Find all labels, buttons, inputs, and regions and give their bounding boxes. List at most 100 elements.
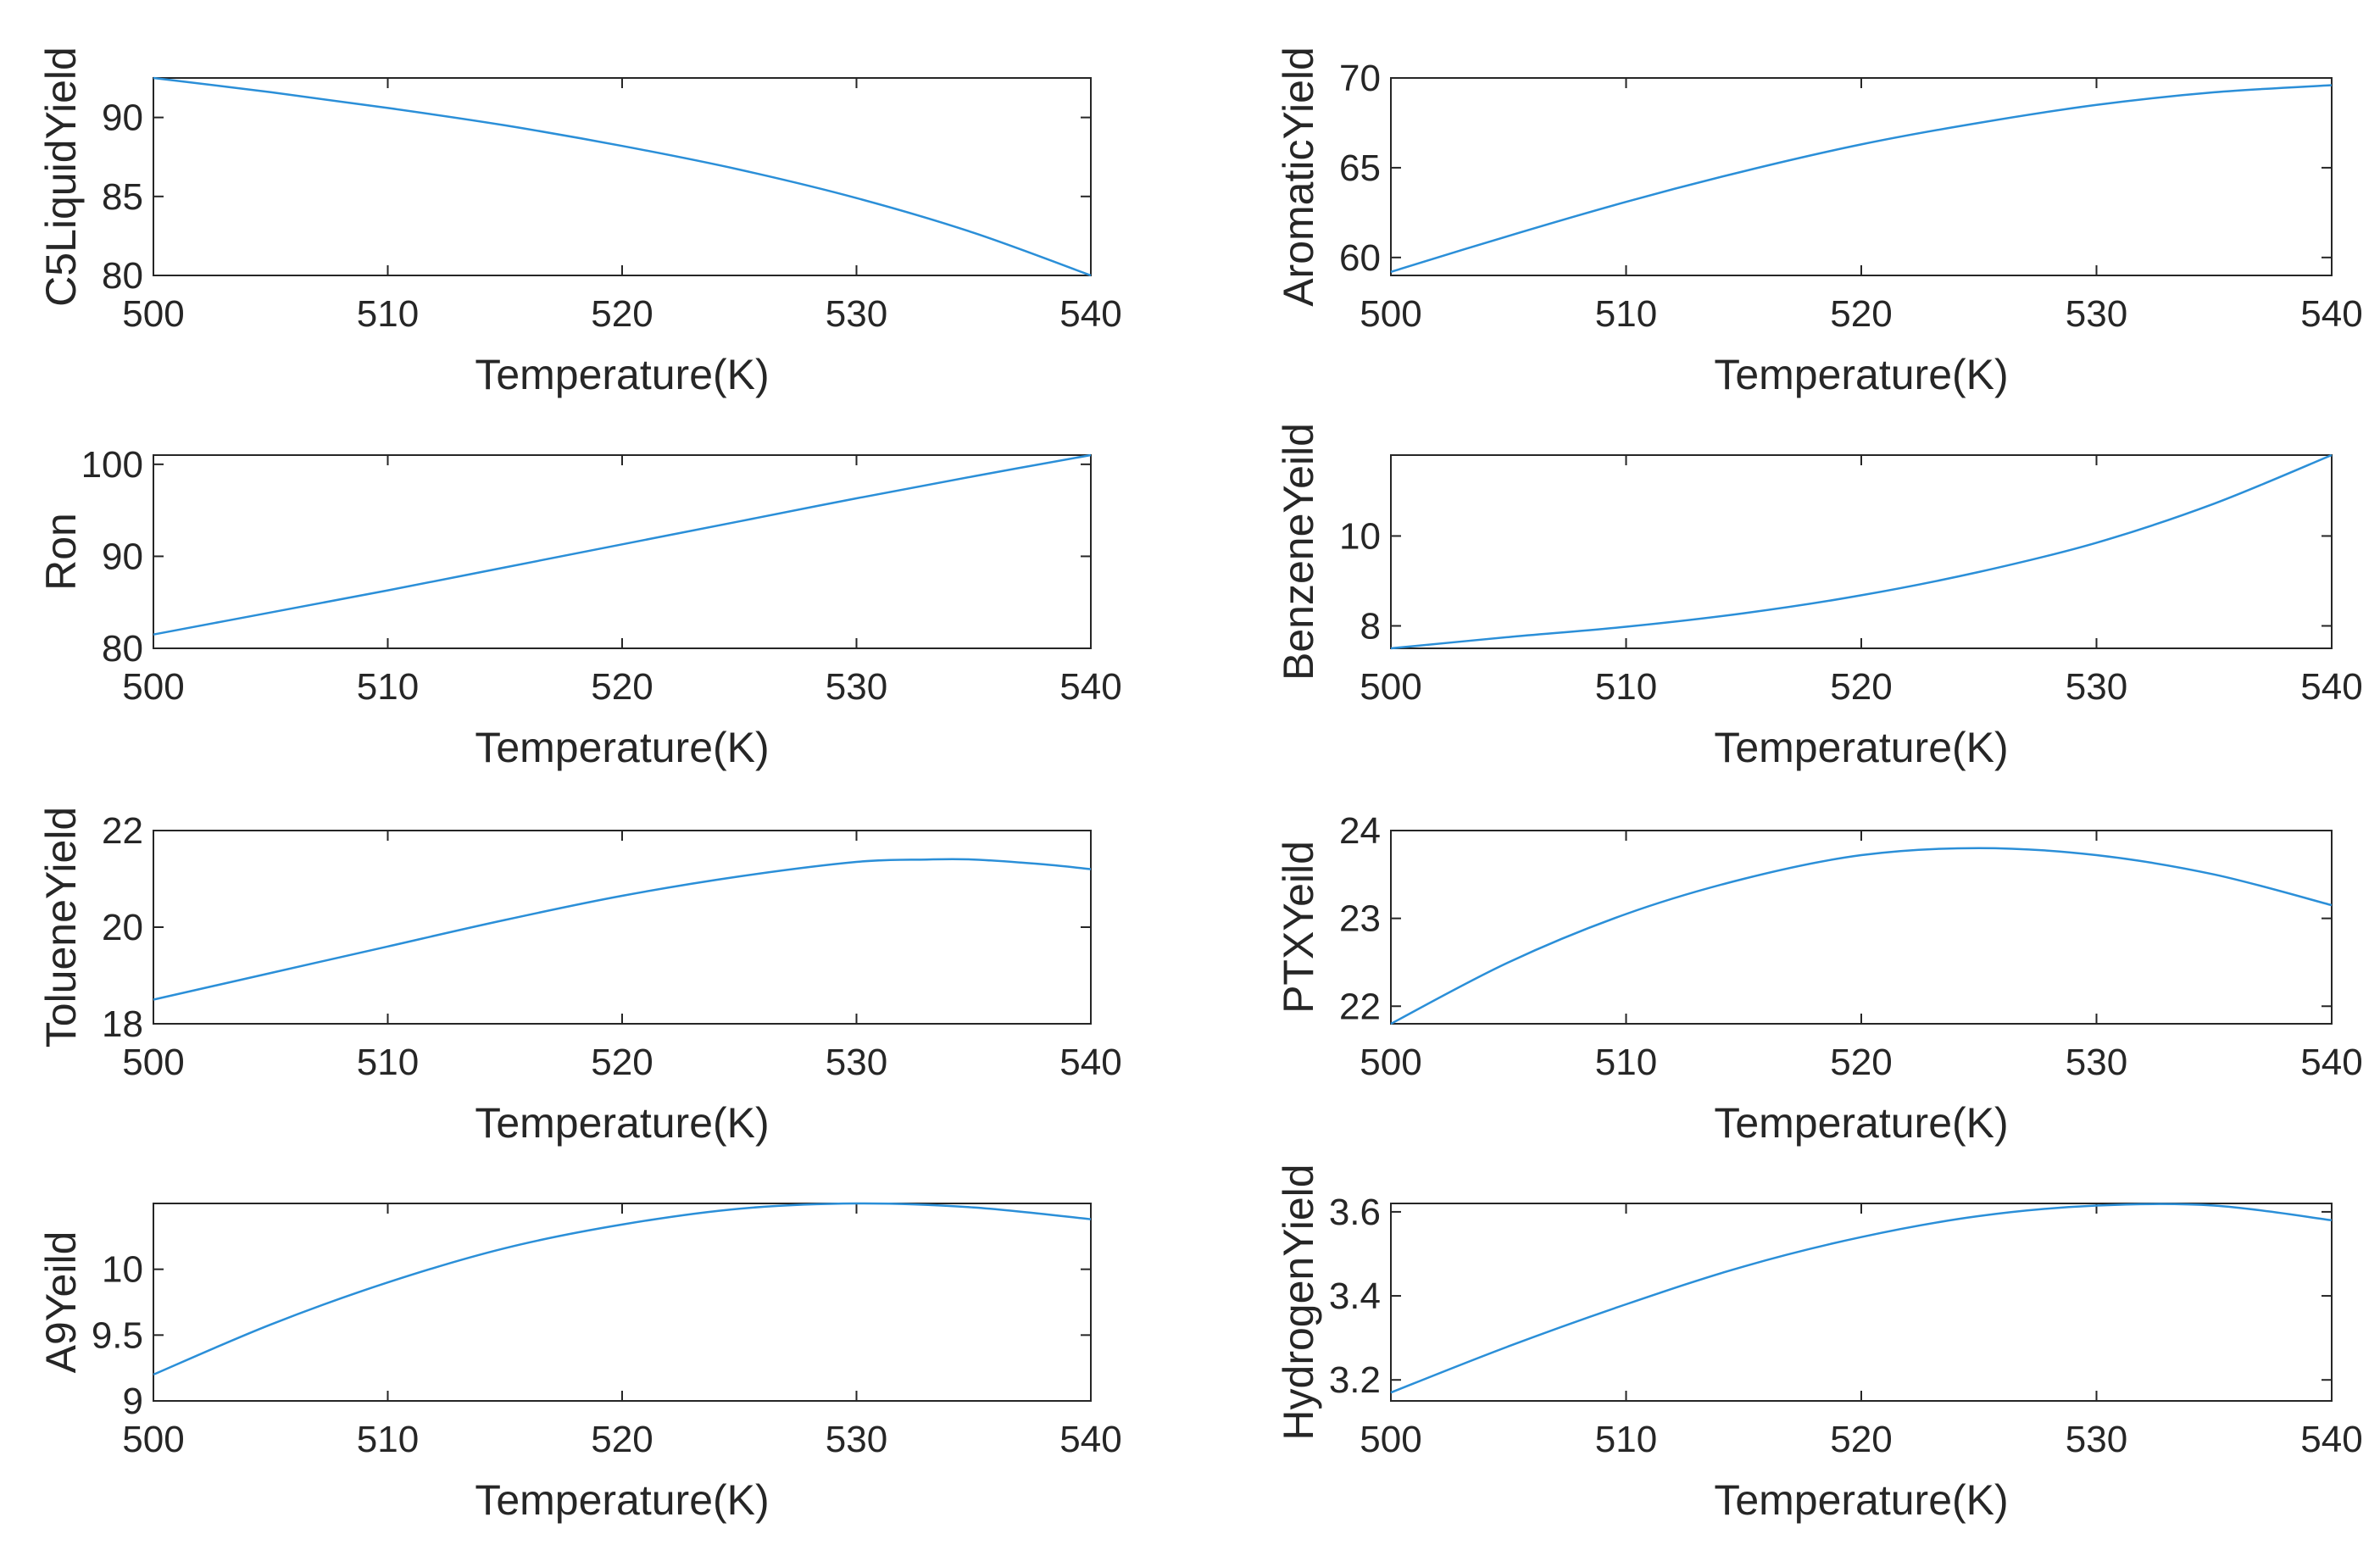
y-axis-label: AromaticYield [1275, 47, 1322, 307]
x-axis-label: Temperature(K) [475, 1099, 769, 1147]
x-tick-label: 540 [2300, 1419, 2362, 1460]
series-line [153, 453, 1092, 636]
subplot-3: 500 510 520 530 540 80 90 100 Temperature(K) Ron [37, 444, 1122, 771]
y-tick-label: 3.6 [1329, 1192, 1381, 1233]
x-tick-label: 500 [122, 1419, 184, 1460]
plot-frame [153, 1203, 1092, 1402]
y-tick-label: 10 [102, 1249, 143, 1291]
x-axis-label: Temperature(K) [475, 351, 769, 398]
y-tick-label: 3.4 [1329, 1275, 1381, 1317]
subplot-6: 500 510 520 530 540 22 23 24 Temperature(K) PTXYe… [1275, 810, 2363, 1147]
x-tick-label: 540 [2300, 293, 2362, 335]
x-tick-label: 510 [1595, 1419, 1657, 1460]
x-tick-label: 510 [357, 666, 419, 708]
y-tick-label: 80 [102, 628, 143, 670]
y-axis-label: BenzeneYeild [1275, 423, 1322, 681]
y-tick-label: 18 [102, 1003, 143, 1045]
series-line [1390, 1203, 2333, 1394]
x-tick-label: 530 [2066, 1419, 2127, 1460]
y-tick-label: 90 [102, 536, 143, 577]
plot-frame [1390, 830, 2333, 1025]
x-axis-label: Temperature(K) [475, 724, 769, 771]
y-axis-label: TolueneYield [37, 807, 85, 1048]
y-tick-label: 100 [81, 444, 143, 486]
x-tick-label: 520 [1830, 666, 1892, 708]
x-tick-label: 530 [2066, 293, 2127, 335]
series-line [153, 858, 1092, 1001]
x-tick-label: 510 [357, 1419, 419, 1460]
y-tick-label: 70 [1339, 58, 1381, 99]
plot-frame [153, 77, 1092, 276]
y-tick-label: 60 [1339, 237, 1381, 279]
x-tick-label: 510 [1595, 1042, 1657, 1083]
series-line [153, 76, 1092, 277]
series-line [1390, 847, 2333, 1025]
y-tick-label: 3.2 [1329, 1359, 1381, 1401]
x-tick-label: 500 [1360, 293, 1421, 335]
subplot-7: 500 510 520 530 540 9 9.5 10 Temperature(K) A9Yei… [37, 1202, 1122, 1524]
y-tick-label: 80 [102, 255, 143, 297]
x-tick-label: 510 [1595, 666, 1657, 708]
x-tick-label: 520 [1830, 293, 1892, 335]
x-tick-label: 500 [122, 293, 184, 335]
x-axis-label: Temperature(K) [1714, 1099, 2008, 1147]
y-tick-label: 23 [1339, 898, 1381, 940]
y-tick-label: 8 [1360, 605, 1381, 647]
subplot-5: 500 510 520 530 540 18 20 22 Temperature(K) Tolue… [37, 807, 1122, 1147]
y-tick-label: 24 [1339, 810, 1381, 852]
x-tick-label: 500 [1360, 1042, 1421, 1083]
subplot-4: 500 510 520 530 540 8 10 Temperature(K) BenzeneY… [1275, 423, 2363, 771]
x-tick-label: 530 [826, 666, 887, 708]
x-tick-label: 530 [2066, 666, 2127, 708]
x-tick-label: 520 [591, 293, 653, 335]
x-tick-label: 520 [591, 1419, 653, 1460]
x-tick-label: 500 [122, 666, 184, 708]
y-tick-label: 9.5 [92, 1314, 143, 1356]
x-tick-label: 520 [591, 666, 653, 708]
x-tick-label: 520 [1830, 1419, 1892, 1460]
x-axis-label: Temperature(K) [1714, 351, 2008, 398]
y-axis-label: HydrogenYield [1275, 1164, 1322, 1440]
x-tick-label: 500 [122, 1042, 184, 1083]
x-tick-label: 510 [1595, 293, 1657, 335]
series-line [153, 1202, 1092, 1376]
subplot-8: 500 510 520 530 540 3.2 3.4 3.6 Temperature(K) Hy… [1275, 1164, 2363, 1524]
y-tick-label: 10 [1339, 515, 1381, 557]
plot-frame [1390, 77, 2333, 276]
y-axis-label: PTXYeild [1275, 841, 1322, 1014]
series-line [1390, 453, 2333, 650]
x-tick-label: 540 [1059, 1419, 1121, 1460]
x-axis-label: Temperature(K) [1714, 724, 2008, 771]
x-tick-label: 520 [1830, 1042, 1892, 1083]
x-tick-label: 530 [2066, 1042, 2127, 1083]
y-axis-label: Ron [37, 513, 85, 591]
subplot-1: 500 510 520 530 540 80 85 90 Temperature(K) C5Liq… [37, 47, 1122, 398]
y-axis-label: C5LiquidYield [37, 47, 85, 307]
x-axis-label: Temperature(K) [1714, 1476, 2008, 1524]
y-axis-label: A9Yeild [37, 1231, 85, 1374]
x-tick-label: 540 [1059, 666, 1121, 708]
x-tick-label: 540 [1059, 1042, 1121, 1083]
plot-frame [1390, 454, 2333, 649]
x-tick-label: 510 [357, 1042, 419, 1083]
y-tick-label: 20 [102, 907, 143, 948]
plot-frame [153, 454, 1092, 649]
y-tick-label: 22 [102, 810, 143, 852]
y-tick-label: 90 [102, 97, 143, 139]
x-tick-label: 500 [1360, 1419, 1421, 1460]
x-tick-label: 520 [591, 1042, 653, 1083]
x-axis-label: Temperature(K) [475, 1476, 769, 1524]
x-tick-label: 540 [2300, 1042, 2362, 1083]
plot-frame [1390, 1203, 2333, 1402]
series-line [1390, 84, 2333, 273]
x-tick-label: 510 [357, 293, 419, 335]
subplot-2: 500 510 520 530 540 60 65 70 Temperature(K) Aroma… [1275, 47, 2363, 398]
y-tick-label: 9 [123, 1381, 143, 1422]
x-tick-label: 530 [826, 293, 887, 335]
x-tick-label: 500 [1360, 666, 1421, 708]
x-tick-label: 540 [1059, 293, 1121, 335]
y-tick-label: 22 [1339, 986, 1381, 1027]
x-tick-label: 540 [2300, 666, 2362, 708]
x-tick-label: 530 [826, 1042, 887, 1083]
